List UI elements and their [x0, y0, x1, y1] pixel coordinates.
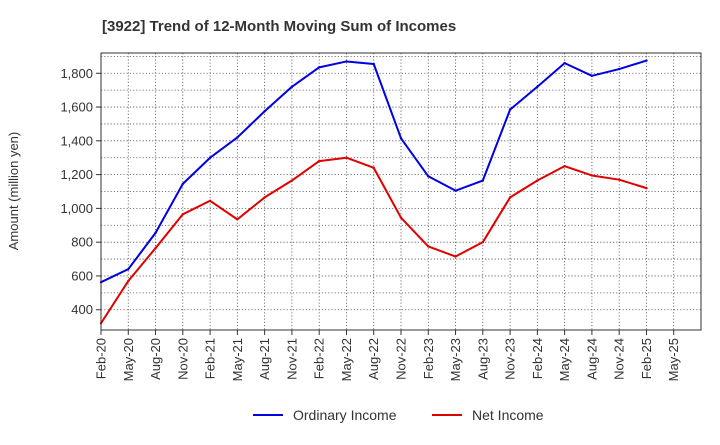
x-tick-label: May-22: [339, 338, 354, 381]
data-point: [617, 67, 621, 71]
data-point: [345, 156, 348, 159]
legend: Ordinary Income Net Income: [253, 407, 544, 423]
data-point: [399, 137, 403, 140]
data-point: [454, 189, 457, 192]
x-tick-label: Feb-23: [421, 338, 436, 379]
x-tick-label: Feb-25: [639, 338, 654, 379]
data-point: [263, 110, 266, 113]
data-point: [290, 85, 294, 88]
data-point: [236, 136, 239, 139]
x-tick-label: Nov-21: [284, 338, 299, 380]
x-tick-label: May-23: [448, 338, 463, 381]
x-tick-label: May-24: [557, 338, 572, 381]
x-tick-label: Feb-24: [530, 338, 545, 379]
data-point: [454, 255, 457, 258]
data-point: [317, 66, 321, 69]
data-point: [427, 175, 430, 178]
chart-title: [3922] Trend of 12-Month Moving Sum of I…: [102, 18, 456, 35]
y-tick-label: 800: [71, 235, 93, 250]
x-tick-label: Nov-20: [175, 338, 190, 380]
data-point: [208, 156, 212, 159]
y-axis-label: Amount (million yen): [6, 132, 21, 251]
y-tick-label: 1,000: [60, 201, 93, 216]
data-point: [508, 196, 512, 199]
data-point: [563, 61, 566, 65]
data-point: [617, 178, 621, 181]
y-tick-label: 1,800: [60, 66, 93, 81]
data-point: [508, 108, 512, 111]
data-point: [590, 74, 594, 78]
data-point: [181, 182, 185, 186]
x-tick-label: Aug-21: [257, 338, 272, 380]
grid-layer: [101, 53, 701, 330]
x-tick-label: Nov-23: [503, 338, 518, 380]
x-tick-label: Nov-24: [612, 338, 627, 380]
data-point: [372, 62, 375, 66]
data-point: [263, 196, 266, 199]
y-tick-label: 1,600: [60, 100, 93, 115]
x-tick-label: Nov-22: [394, 338, 409, 380]
y-tick-label: 1,200: [60, 167, 93, 182]
data-point: [290, 179, 294, 182]
series-layer: [99, 59, 648, 325]
x-tick-label: Aug-20: [148, 338, 163, 380]
x-tick-label: Feb-20: [94, 338, 109, 379]
data-point: [317, 159, 321, 163]
legend-label: Ordinary Income: [293, 407, 397, 423]
data-point: [154, 246, 157, 250]
data-point: [127, 279, 130, 283]
data-point: [345, 60, 348, 63]
x-tick-label: May-21: [230, 338, 245, 381]
data-point: [372, 166, 375, 170]
data-point: [127, 267, 130, 271]
data-point: [563, 164, 566, 168]
x-tick-label: Feb-21: [203, 338, 218, 379]
data-point: [481, 240, 485, 244]
data-point: [645, 59, 648, 62]
x-axis-ticks: Feb-20 May-20 Aug-20 Nov-20 Feb-21 May-21 Aug-…: [94, 330, 681, 381]
x-tick-label: May-25: [666, 338, 681, 381]
y-tick-label: 600: [71, 268, 93, 283]
data-point: [536, 179, 539, 182]
data-point: [181, 213, 185, 216]
data-point: [645, 186, 648, 190]
data-point: [481, 179, 485, 182]
y-axis-ticks: 400 600 800 1,000 1,200 1,400 1,600 1,800: [60, 66, 101, 317]
x-tick-label: Aug-22: [366, 338, 381, 380]
data-point: [536, 85, 539, 88]
data-point: [154, 231, 157, 235]
data-point: [208, 199, 212, 202]
x-tick-label: Feb-22: [312, 338, 327, 379]
data-point: [399, 216, 403, 219]
data-point: [590, 174, 594, 177]
y-tick-label: 400: [71, 302, 93, 317]
x-tick-label: Aug-23: [475, 338, 490, 380]
x-tick-label: Aug-24: [584, 338, 599, 380]
legend-label: Net Income: [472, 407, 544, 423]
y-tick-label: 1,400: [60, 133, 93, 148]
data-point: [236, 218, 239, 221]
x-tick-label: May-20: [121, 338, 136, 381]
data-point: [427, 245, 430, 248]
